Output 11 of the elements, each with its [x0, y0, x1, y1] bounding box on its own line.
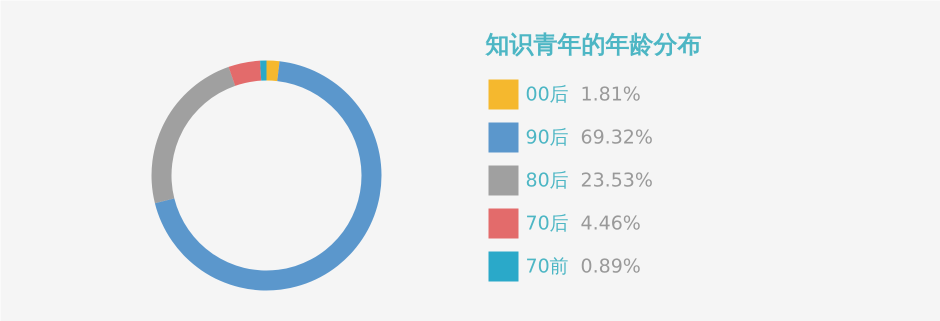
legend-label: 00后	[526, 84, 569, 106]
chart-title: 知识青年的年龄分布	[484, 30, 702, 58]
data-label: 0.89%	[580, 256, 641, 278]
legend-label: 80后	[526, 170, 569, 192]
legend-label: 70后	[526, 212, 569, 234]
data-label: 23.53%	[580, 170, 653, 192]
data-label: 1.81%	[580, 84, 641, 106]
legend-label: 70前	[526, 256, 569, 278]
data-label: 69.32%	[580, 126, 653, 148]
data-label: 4.46%	[580, 212, 641, 234]
legend-label: 90后	[526, 126, 569, 148]
